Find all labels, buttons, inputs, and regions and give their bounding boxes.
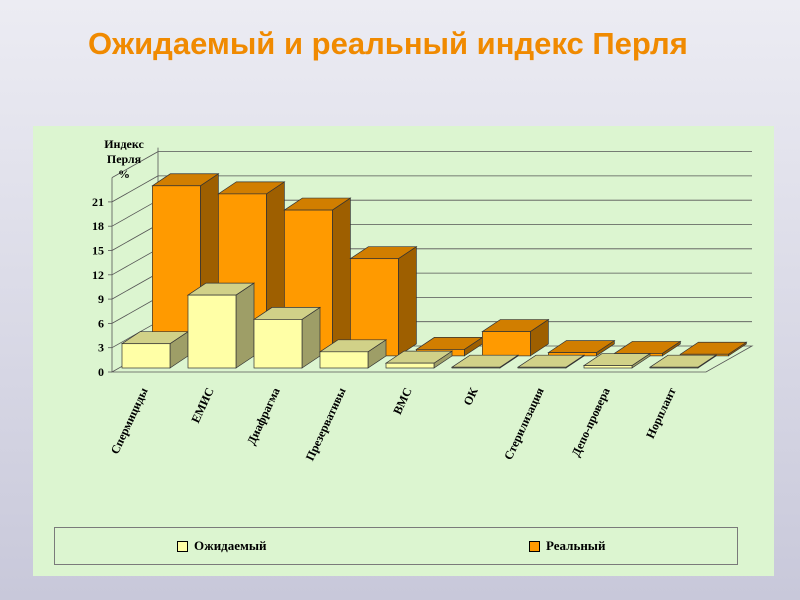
bar-expected [252,306,322,369]
bar-expected [120,331,190,369]
legend: Ожидаемый Реальный [54,527,738,565]
y-tick-label: 21 [92,195,104,209]
bar-expected [384,350,454,369]
bar-expected [582,352,652,369]
y-tick-label: 0 [98,365,104,379]
y-tick-label: 15 [92,244,104,258]
category-label: ОК [460,385,480,408]
category-label: Норплант [643,385,679,440]
bar-actual [547,339,616,357]
y-axis-label-line: Индекс [104,137,144,151]
category-label: Стерилизация [501,385,547,462]
y-tick-label: 12 [92,268,104,282]
y-axis-label-line: % [118,167,130,181]
legend-label-actual: Реальный [546,538,606,553]
category-label: Диафрагма [244,385,283,447]
y-tick-label: 18 [92,219,104,233]
bar-actual [481,318,550,357]
bar-expected [450,354,520,369]
legend-item-actual: Реальный [529,538,605,554]
category-label: ВМС [390,385,415,416]
y-tick-label: 9 [98,292,104,306]
bar-expected [648,354,718,369]
y-axis-label-line: Перля [107,152,142,166]
category-label: Презервативы [303,385,349,463]
slide-title: Ожидаемый и реальный индекс Перля [88,26,688,61]
legend-item-expected: Ожидаемый [177,538,267,554]
bar-expected [516,354,586,369]
y-tick-label: 6 [98,316,104,330]
legend-swatch-expected [177,540,188,552]
category-label: Депо-провера [569,385,613,458]
legend-label-expected: Ожидаемый [194,538,267,553]
y-tick-label: 3 [98,341,104,355]
legend-swatch-actual [529,540,540,552]
category-label: Спермициды [108,385,151,457]
bar-expected [318,339,388,369]
category-label: ЕМИС [188,385,216,425]
bar-expected [186,282,256,369]
